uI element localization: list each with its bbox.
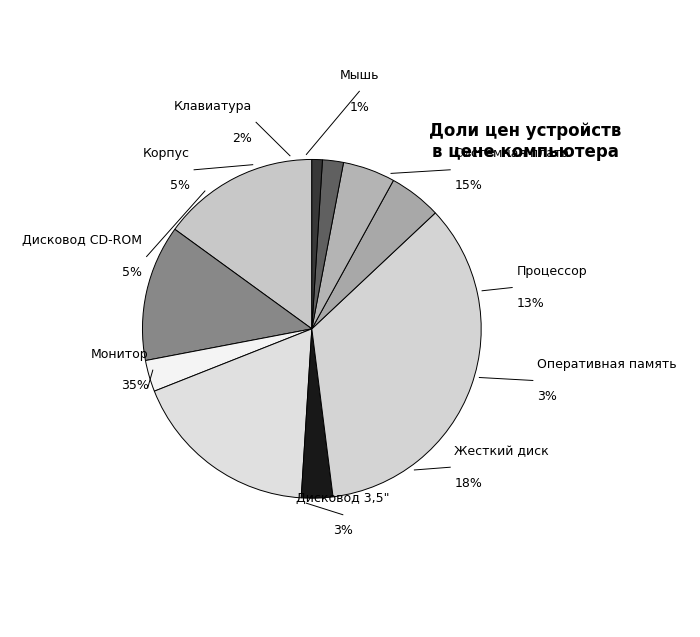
Wedge shape: [175, 159, 312, 329]
Text: 3%: 3%: [537, 390, 556, 403]
Wedge shape: [143, 229, 312, 361]
Text: Доли цен устройств
в цене компьютера: Доли цен устройств в цене компьютера: [429, 122, 622, 161]
Text: Жесткий диск: Жесткий диск: [454, 445, 549, 458]
Wedge shape: [301, 329, 333, 498]
Text: 2%: 2%: [232, 132, 252, 145]
Wedge shape: [146, 329, 312, 391]
Text: Процессор: Процессор: [517, 265, 587, 278]
Text: 15%: 15%: [454, 179, 482, 192]
Wedge shape: [312, 160, 344, 329]
Text: 1%: 1%: [349, 101, 370, 113]
Wedge shape: [312, 159, 323, 329]
Text: Мышь: Мышь: [340, 69, 379, 82]
Text: 13%: 13%: [517, 297, 544, 310]
Wedge shape: [312, 180, 435, 329]
Text: 5%: 5%: [122, 266, 143, 279]
Text: 18%: 18%: [454, 476, 482, 489]
Text: Системная плата: Системная плата: [454, 148, 570, 161]
Wedge shape: [312, 162, 393, 329]
Text: 3%: 3%: [333, 524, 353, 537]
Text: 35%: 35%: [121, 380, 148, 392]
Text: 5%: 5%: [170, 179, 190, 192]
Wedge shape: [312, 213, 481, 497]
Text: Клавиатура: Клавиатура: [174, 100, 252, 113]
Text: Дисковод 3,5": Дисковод 3,5": [296, 492, 390, 505]
Text: Дисковод CD-ROM: Дисковод CD-ROM: [22, 234, 143, 247]
Text: Монитор: Монитор: [91, 348, 148, 361]
Wedge shape: [155, 329, 312, 498]
Text: Оперативная память: Оперативная память: [537, 358, 677, 371]
Text: Корпус: Корпус: [143, 148, 190, 161]
